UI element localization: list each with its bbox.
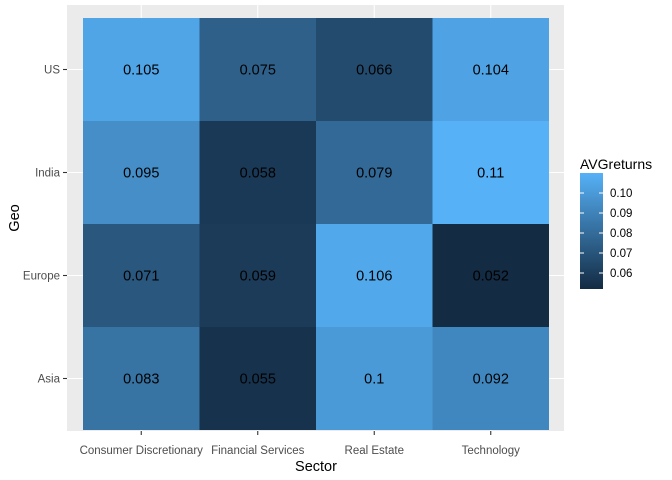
y-tick-label: Asia: [38, 374, 61, 386]
heatmap-cell: [316, 18, 433, 121]
x-tick-label: Consumer Discretionary: [80, 445, 204, 457]
cell-value-label: 0.104: [473, 63, 509, 79]
cell-value-label: 0.055: [240, 372, 276, 388]
heatmap-cell: [316, 327, 433, 430]
cell-value-label: 0.058: [240, 166, 276, 182]
y-tick-label: Europe: [23, 271, 60, 283]
cell-value-label: 0.092: [473, 372, 509, 388]
cell-value-label: 0.059: [240, 269, 276, 285]
heatmap-cells: [83, 18, 549, 430]
heatmap-cell: [316, 121, 433, 224]
cell-value-label: 0.11: [477, 166, 504, 182]
heatmap-cell: [199, 327, 316, 430]
x-tick-label: Technology: [462, 445, 520, 457]
cell-value-label: 0.106: [356, 269, 392, 285]
heatmap-cell: [316, 224, 433, 327]
legend-colorbar: [580, 173, 603, 289]
cell-value-label: 0.1: [364, 372, 384, 388]
legend-tick-label: 0.08: [610, 228, 632, 240]
heatmap-cell: [432, 224, 549, 327]
cell-value-label: 0.075: [240, 63, 276, 79]
x-axis-title: Sector: [295, 459, 337, 475]
cell-value-label: 0.083: [123, 372, 159, 388]
cell-value-label: 0.071: [123, 269, 159, 285]
legend-tick-label: 0.06: [610, 268, 632, 280]
cell-value-label: 0.079: [356, 166, 392, 182]
legend-tick-label: 0.10: [610, 188, 632, 200]
heatmap-cell: [83, 327, 200, 430]
axes: Consumer Discretionary Financial Services…: [23, 65, 520, 458]
heatmap-cell: [199, 224, 316, 327]
heatmap-cell: [432, 327, 549, 430]
y-tick-label: India: [35, 168, 61, 180]
legend-title: AVGreturns: [580, 156, 652, 172]
x-tick-label: Financial Services: [211, 445, 305, 457]
cell-value-label: 0.052: [473, 269, 509, 285]
heatmap-cell: [83, 18, 200, 121]
heatmap-cell: [432, 18, 549, 121]
legend: AVGreturns 0.06 0.07 0.08 0.09 0.10: [580, 156, 652, 289]
heatmap-cell: [83, 224, 200, 327]
y-tick-label: US: [44, 65, 60, 77]
heatmap-cell: [83, 121, 200, 224]
x-tick-label: Real Estate: [345, 445, 404, 457]
cell-value-labels: 0.105 0.075 0.066 0.104 0.095 0.058 0.079 0.11 0…: [123, 63, 509, 388]
cell-value-label: 0.105: [123, 63, 159, 79]
legend-tick-label: 0.09: [610, 208, 632, 220]
cell-value-label: 0.066: [356, 63, 392, 79]
heatmap-cell: [432, 121, 549, 224]
heatmap-cell: [199, 18, 316, 121]
cell-value-label: 0.095: [123, 166, 159, 182]
y-axis-title: Geo: [7, 204, 23, 231]
heatmap-cell: [199, 121, 316, 224]
legend-tick-label: 0.07: [610, 248, 632, 260]
